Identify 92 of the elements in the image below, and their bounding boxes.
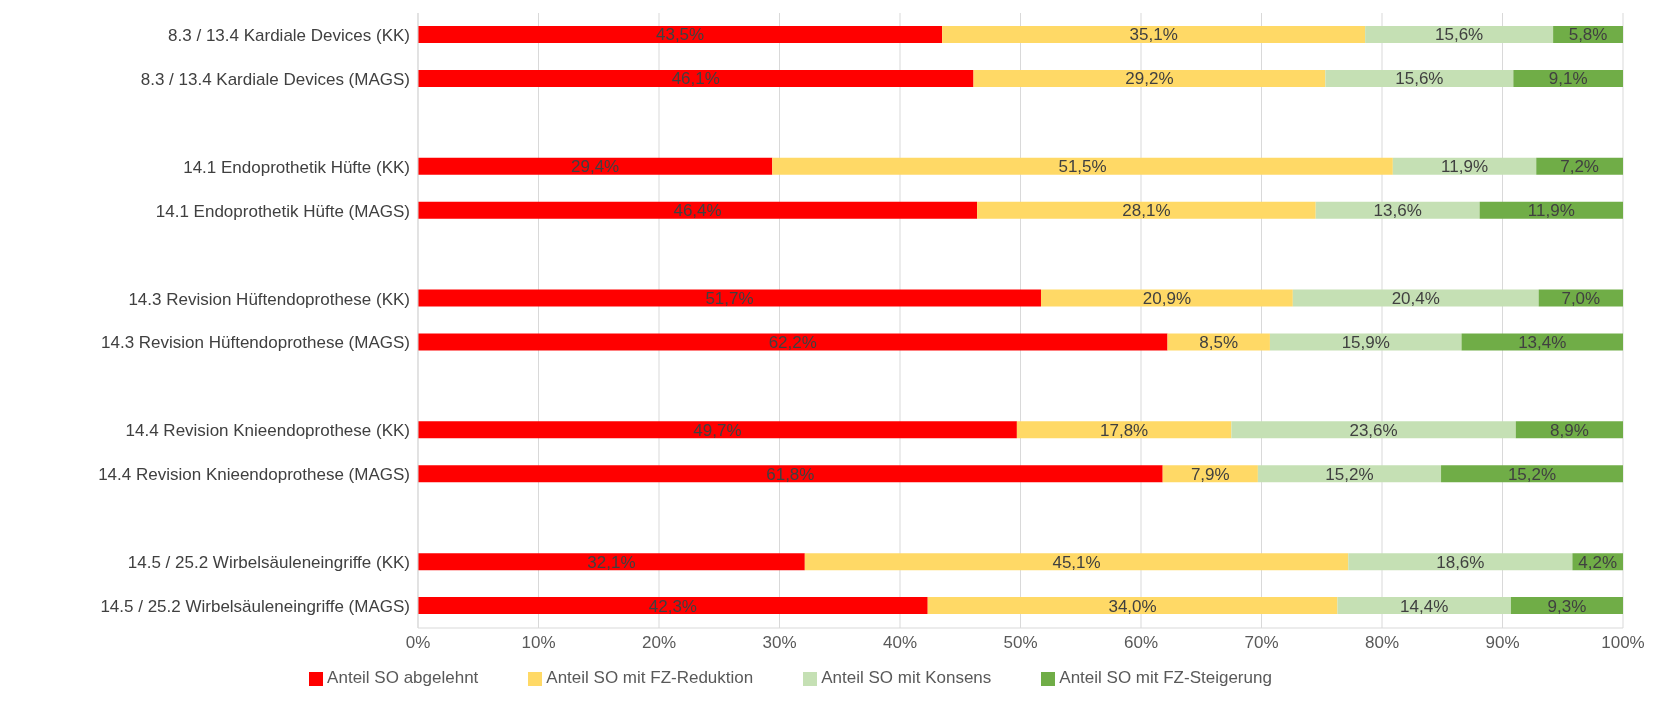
- data-label: 11,9%: [1441, 157, 1489, 177]
- data-label: 7,0%: [1561, 289, 1601, 309]
- data-label: 15,2%: [1507, 464, 1557, 484]
- y-tick-label: 14.1 Endoprothetik Hüfte (MAGS): [155, 201, 410, 221]
- bar: [772, 157, 1393, 175]
- x-tick-label: 40%: [882, 633, 918, 653]
- data-label: 32,1%: [587, 552, 636, 572]
- bar: [942, 26, 1366, 43]
- data-label: 14,4%: [1400, 596, 1449, 616]
- bar: [418, 465, 1163, 483]
- legend-label: Anteil SO mit Konsens: [821, 668, 992, 687]
- data-label: 15,6%: [1395, 69, 1444, 89]
- x-tick-label: 70%: [1244, 633, 1279, 653]
- bar: [418, 26, 943, 43]
- data-label: 45,1%: [1052, 552, 1101, 572]
- y-tick-label: 14.4 Revision Knieendoprothese (MAGS): [98, 465, 410, 485]
- data-label: 35,1%: [1129, 25, 1178, 45]
- x-tick-label: 80%: [1364, 633, 1400, 653]
- bar: [1040, 289, 1293, 307]
- legend-label: Anteil SO mit FZ-Steigerung: [1059, 668, 1272, 687]
- x-tick-label: 0%: [405, 633, 431, 653]
- data-label: 49,7%: [693, 420, 742, 440]
- data-label: 11,9%: [1527, 201, 1575, 221]
- bar: [418, 421, 1017, 439]
- bar: [1441, 465, 1623, 483]
- data-label: 15,9%: [1341, 332, 1390, 352]
- data-label: 20,9%: [1142, 289, 1192, 309]
- bar: [418, 289, 1041, 307]
- data-label: 7,2%: [1560, 157, 1599, 177]
- y-tick-label: 14.5 / 25.2 Wirbelsäuleneingriffe (MAGS): [100, 597, 410, 617]
- data-label: 7,9%: [1190, 464, 1230, 484]
- data-label: 15,6%: [1435, 25, 1484, 45]
- bar: [418, 201, 978, 219]
- data-label: 15,2%: [1325, 464, 1374, 484]
- y-tick-label: 8.3 / 13.4 Kardiale Devices (KK): [168, 26, 410, 45]
- y-tick-label: 14.3 Revision Hüftendoprothese (MAGS): [101, 333, 410, 353]
- bar: [418, 553, 805, 571]
- y-tick-label: 14.3 Revision Hüftendoprothese (KK): [128, 289, 410, 309]
- data-label: 8,5%: [1199, 332, 1239, 352]
- legend-label: Anteil SO mit FZ-Reduktion: [546, 668, 754, 687]
- bar: [973, 69, 1326, 87]
- bar: [1231, 421, 1516, 439]
- y-tick-label: 14.4 Revision Knieendoprothese (KK): [125, 421, 410, 441]
- data-label: 46,1%: [671, 69, 720, 89]
- bar: [1337, 597, 1511, 615]
- data-label: 46,4%: [673, 201, 722, 221]
- bar: [977, 201, 1316, 219]
- data-label: 34,0%: [1108, 596, 1157, 616]
- bar: [418, 333, 1168, 351]
- legend-label: Anteil SO abgelehnt: [327, 668, 479, 687]
- data-label: 9,1%: [1548, 69, 1588, 89]
- bar: [1292, 289, 1539, 307]
- data-label: 20,4%: [1391, 289, 1440, 309]
- data-label: 62,2%: [768, 332, 817, 352]
- bar: [804, 553, 1349, 571]
- data-label: 17,8%: [1100, 420, 1149, 440]
- data-label: 5,8%: [1568, 25, 1608, 45]
- data-label: 29,4%: [571, 157, 620, 177]
- x-tick-label: 60%: [1123, 633, 1159, 653]
- bar: [1348, 553, 1573, 571]
- bar: [927, 597, 1338, 615]
- bar: [1325, 69, 1514, 87]
- data-label: 4,2%: [1578, 552, 1618, 572]
- bar: [418, 69, 974, 87]
- bar: [1016, 421, 1232, 439]
- data-label: 18,6%: [1436, 552, 1485, 572]
- data-label: 28,1%: [1122, 201, 1171, 221]
- data-label: 13,4%: [1518, 332, 1567, 352]
- data-label: 9,3%: [1547, 596, 1587, 616]
- data-label: 61,8%: [766, 464, 815, 484]
- x-tick-label: 90%: [1485, 633, 1520, 653]
- y-tick-label: 14.1 Endoprothetik Hüfte (KK): [183, 157, 410, 177]
- x-tick-label: 10%: [521, 633, 556, 653]
- data-label: 23,6%: [1349, 420, 1398, 440]
- bar: [1257, 465, 1442, 483]
- x-tick-label: 50%: [1003, 633, 1038, 653]
- data-label: 51,7%: [705, 289, 754, 309]
- y-tick-label: 8.3 / 13.4 Kardiale Devices (MAGS): [140, 69, 410, 89]
- x-tick-label: 30%: [762, 633, 797, 653]
- y-tick-label: 14.5 / 25.2 Wirbelsäuleneingriffe (KK): [127, 553, 410, 573]
- x-tick-label: 20%: [641, 633, 677, 653]
- data-label: 8,9%: [1550, 420, 1589, 440]
- data-label: 42,3%: [648, 596, 697, 616]
- data-label: 51,5%: [1058, 157, 1107, 177]
- bar: [1365, 26, 1554, 43]
- x-tick-label: 100%: [1601, 633, 1645, 653]
- data-label: 13,6%: [1373, 201, 1422, 221]
- data-label: 29,2%: [1125, 69, 1174, 89]
- bar: [1269, 333, 1462, 351]
- bar: [418, 597, 928, 615]
- data-label: 43,5%: [655, 25, 705, 45]
- bar: [418, 157, 773, 175]
